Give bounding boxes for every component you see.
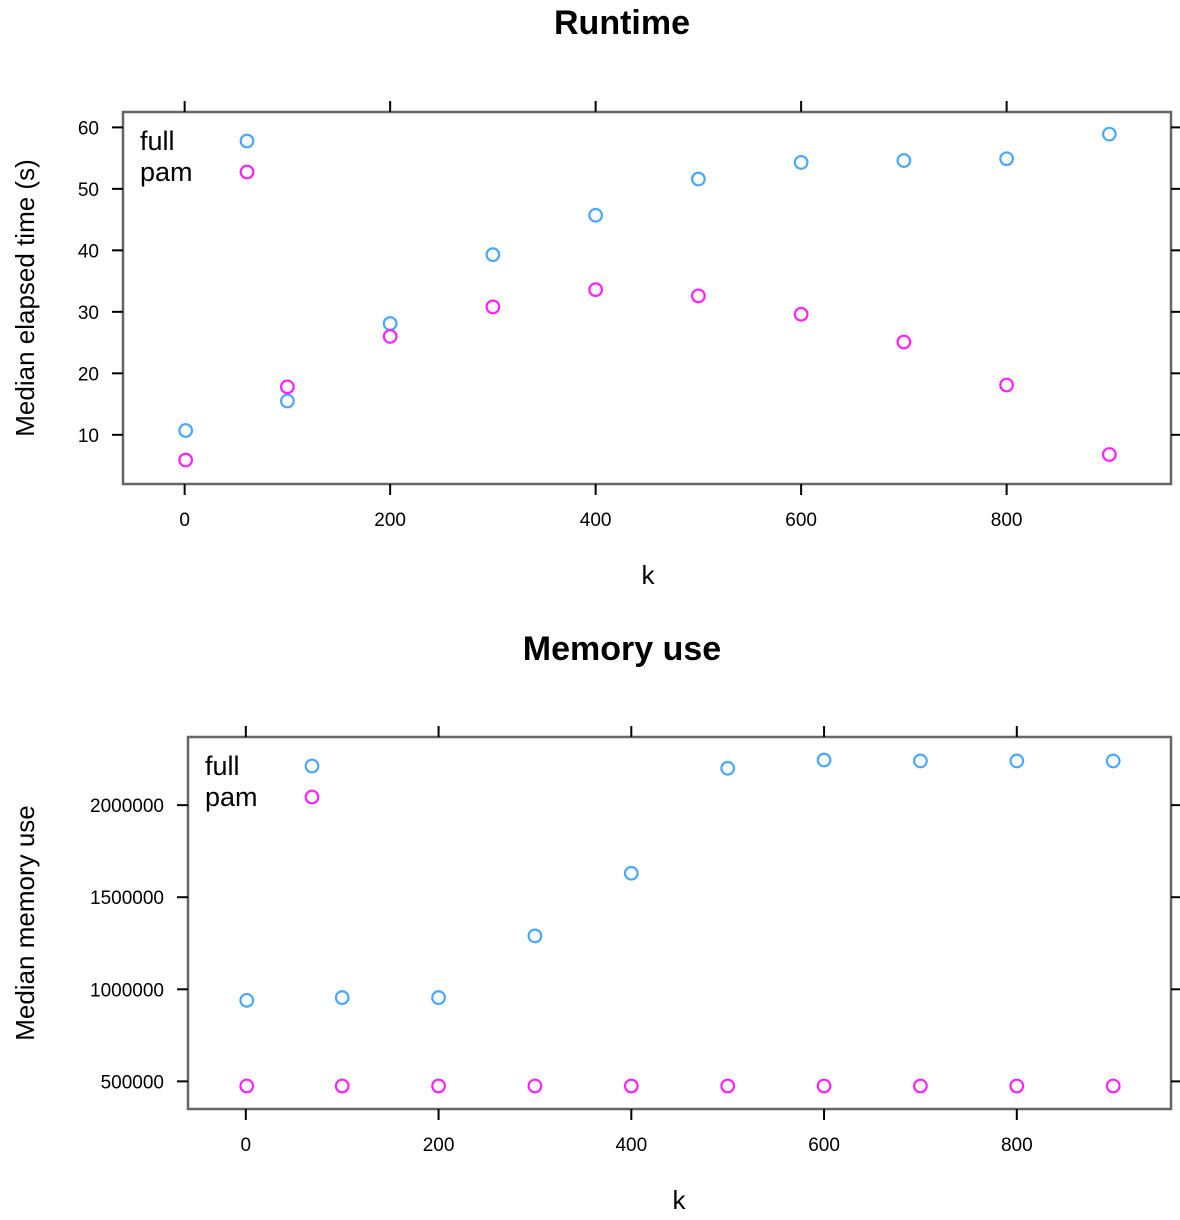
point-full: [588, 207, 604, 223]
legend-marker-pam: [304, 789, 320, 805]
point-full: [431, 990, 446, 1005]
y-tick-label: 1000000: [90, 980, 164, 1001]
y-axis-label: Median memory use: [10, 805, 40, 1041]
x-axis-label: k: [673, 1185, 687, 1215]
point-pam: [431, 1078, 446, 1094]
x-tick-label: 800: [1001, 1135, 1033, 1156]
point-pam: [1009, 1078, 1025, 1094]
x-tick-label: 600: [808, 1135, 840, 1156]
axis-ticks: 0 200 400 600 800 500000 1000000 1500000 2000000: [90, 726, 1180, 1156]
legend-label-full: full: [205, 751, 240, 781]
x-tick-label: 200: [423, 1135, 455, 1156]
point-pam: [999, 377, 1015, 393]
plot-frame: [121, 110, 1173, 486]
point-pam: [1101, 447, 1117, 462]
y-tick-label: 40: [78, 241, 99, 262]
x-tick-label: 0: [179, 510, 190, 531]
legend-label-pam: pam: [205, 782, 258, 812]
point-pam: [485, 299, 501, 315]
legend-label-pam: pam: [140, 157, 193, 187]
y-tick-label: 50: [78, 180, 99, 201]
y-tick-label: 500000: [101, 1072, 164, 1093]
point-pam: [279, 379, 295, 395]
x-tick-label: 200: [374, 510, 406, 531]
point-pam: [334, 1078, 350, 1094]
memory-panel: Memory use 0 200 400 600 800 500000 1000000 150…: [10, 630, 1180, 1215]
point-pam: [178, 452, 194, 468]
x-axis-label: k: [642, 560, 656, 590]
data-points: [239, 752, 1121, 1094]
point-pam: [816, 1078, 832, 1094]
y-tick-label: 1500000: [90, 888, 164, 909]
x-tick-label: 800: [991, 510, 1023, 531]
point-full: [999, 151, 1015, 167]
point-pam: [913, 1078, 928, 1094]
runtime-panel: Runtime 0 200 400 600 800 10 20 30 40 50 60 fullpa…: [10, 4, 1180, 590]
point-full: [623, 865, 639, 881]
point-full: [382, 316, 398, 331]
point-full: [485, 247, 501, 263]
point-pam: [623, 1078, 639, 1094]
point-full: [1009, 753, 1025, 769]
plot-frame: [186, 735, 1173, 1111]
y-tick-label: 60: [78, 118, 99, 139]
chart-title: Memory use: [523, 630, 721, 668]
point-pam: [527, 1078, 543, 1094]
x-tick-label: 400: [615, 1135, 647, 1156]
y-tick-label: 2000000: [90, 796, 164, 817]
point-full: [178, 423, 194, 438]
point-pam: [239, 1078, 255, 1094]
chart-title: Runtime: [554, 4, 690, 42]
point-pam: [720, 1078, 736, 1094]
axis-ticks: 0 200 400 600 800 10 20 30 40 50 60: [78, 101, 1180, 531]
y-tick-label: 20: [78, 364, 99, 385]
y-tick-label: 30: [78, 303, 99, 324]
y-tick-label: 10: [78, 426, 99, 447]
point-pam: [690, 288, 706, 304]
point-full: [793, 155, 809, 170]
x-tick-label: 600: [785, 510, 817, 531]
legend-marker-full: [304, 758, 320, 774]
point-pam: [793, 306, 809, 322]
point-full: [1105, 753, 1121, 769]
x-tick-label: 400: [580, 510, 612, 531]
legend-label-full: full: [140, 126, 175, 156]
point-full: [1101, 126, 1117, 142]
point-pam: [1105, 1078, 1121, 1094]
point-full: [239, 992, 255, 1008]
point-full: [527, 928, 543, 944]
point-full: [279, 393, 295, 409]
point-pam: [896, 334, 912, 350]
point-full: [690, 171, 706, 187]
point-full: [896, 153, 912, 168]
legend-marker-full: [239, 133, 255, 149]
data-points: [178, 126, 1117, 468]
point-full: [720, 760, 736, 776]
point-full: [816, 752, 832, 768]
point-pam: [382, 329, 398, 344]
point-full: [334, 990, 350, 1005]
legend-marker-pam: [239, 164, 255, 180]
point-pam: [588, 282, 604, 298]
y-axis-label: Median elapsed time (s): [10, 159, 40, 436]
point-full: [913, 753, 928, 769]
x-tick-label: 0: [241, 1135, 252, 1156]
